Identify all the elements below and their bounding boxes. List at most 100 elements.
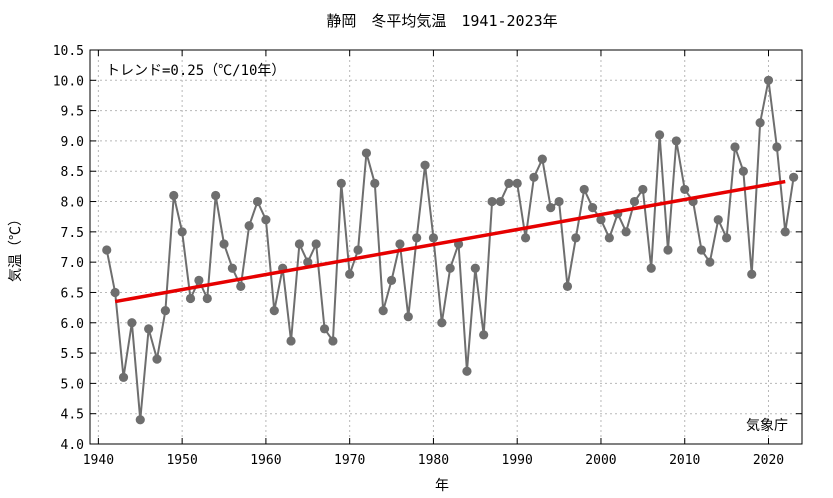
- x-tick-label: 2010: [669, 453, 700, 468]
- x-tick-label: 1960: [250, 453, 281, 468]
- data-point: [571, 233, 581, 243]
- data-point: [722, 233, 732, 243]
- y-tick-label: 4.0: [61, 438, 84, 453]
- y-tick-label: 8.5: [61, 165, 84, 180]
- data-point: [470, 263, 480, 273]
- data-point: [286, 336, 296, 346]
- grid-lines: [90, 50, 802, 444]
- data-point: [655, 130, 665, 140]
- data-point: [353, 245, 363, 255]
- data-point: [462, 366, 472, 376]
- data-point: [202, 293, 212, 304]
- data-point: [537, 154, 547, 164]
- data-point: [110, 287, 120, 298]
- y-axis-title: 気温（℃）: [8, 212, 24, 282]
- data-point: [311, 239, 321, 249]
- data-point: [236, 281, 246, 291]
- data-point: [378, 306, 388, 316]
- data-point: [144, 324, 154, 334]
- y-tick-label: 9.0: [61, 135, 84, 150]
- data-point: [194, 275, 204, 285]
- data-point: [135, 415, 145, 425]
- data-point: [772, 142, 782, 152]
- data-point: [680, 184, 690, 195]
- chart-title: 静岡 冬平均気温 1941-2023年: [326, 12, 557, 30]
- data-point: [587, 203, 598, 213]
- data-point: [713, 215, 723, 225]
- trend-line-group: [114, 179, 786, 304]
- x-tick-label: 1970: [334, 453, 365, 468]
- data-point: [696, 245, 707, 255]
- data-point: [261, 215, 271, 225]
- data-point: [646, 263, 656, 273]
- x-tick-label: 2000: [585, 453, 616, 468]
- data-point: [152, 354, 162, 364]
- data-point: [512, 178, 522, 188]
- source-label: 気象庁: [746, 418, 788, 434]
- data-point: [747, 269, 757, 279]
- data-point: [420, 160, 430, 170]
- data-point: [160, 306, 170, 316]
- data-point: [763, 75, 774, 85]
- y-tick-label: 7.0: [61, 256, 84, 271]
- data-point: [621, 227, 631, 237]
- data-point: [529, 172, 539, 182]
- y-axis-tick-labels: 4.0 4.5 5.0 5.5 6.0 6.5 7.0 7.5 8.0 8.5 9.0 9.5 10.0…: [53, 44, 84, 453]
- y-tick-label: 6.0: [61, 317, 84, 332]
- y-tick-label: 5.5: [61, 347, 84, 362]
- x-tick-label: 1950: [166, 453, 197, 468]
- axis-ticks: [90, 49, 802, 445]
- data-point: [370, 178, 380, 188]
- data-point: [629, 196, 640, 207]
- y-tick-label: 10.0: [53, 74, 84, 89]
- data-point: [319, 324, 330, 334]
- data-point: [177, 227, 187, 237]
- data-point: [638, 184, 648, 195]
- data-point: [336, 178, 346, 188]
- y-tick-label: 10.5: [53, 44, 84, 59]
- data-point: [445, 263, 455, 273]
- data-point: [303, 257, 313, 267]
- data-point: [345, 269, 355, 279]
- data-point: [102, 245, 112, 255]
- data-point: [127, 318, 137, 328]
- data-point: [755, 118, 765, 128]
- plot-frame: [89, 49, 803, 445]
- data-point: [244, 221, 254, 231]
- data-point: [554, 196, 564, 207]
- data-point: [546, 203, 556, 213]
- data-point: [169, 190, 179, 201]
- data-point: [671, 136, 681, 146]
- trend-line: [114, 179, 786, 304]
- data-point: [211, 190, 221, 201]
- data-point: [479, 330, 489, 340]
- trend-annotation: トレンド=0.25（℃/10年）: [106, 63, 285, 79]
- y-tick-label: 9.5: [61, 105, 84, 120]
- y-tick-label: 5.0: [61, 377, 84, 392]
- data-point: [738, 166, 748, 176]
- data-point: [185, 293, 196, 304]
- data-point: [386, 275, 397, 285]
- data-point: [579, 184, 589, 195]
- series-line: [105, 80, 795, 420]
- x-axis-title: 年: [435, 478, 449, 494]
- data-point: [705, 257, 715, 267]
- temperature-series: [102, 75, 799, 425]
- data-point: [395, 239, 405, 249]
- data-point: [663, 245, 673, 255]
- data-point: [294, 239, 305, 249]
- y-tick-label: 6.5: [61, 286, 84, 301]
- x-tick-label: 1990: [502, 453, 533, 468]
- y-tick-label: 4.5: [61, 408, 84, 423]
- data-point: [596, 215, 606, 225]
- data-point: [730, 142, 740, 152]
- y-tick-label: 8.0: [61, 196, 84, 211]
- data-point: [227, 263, 237, 273]
- x-tick-label: 1940: [83, 453, 114, 468]
- data-point: [219, 239, 229, 249]
- data-point: [495, 196, 506, 207]
- y-tick-label: 7.5: [61, 226, 84, 241]
- data-point: [118, 372, 129, 382]
- data-point: [780, 227, 790, 237]
